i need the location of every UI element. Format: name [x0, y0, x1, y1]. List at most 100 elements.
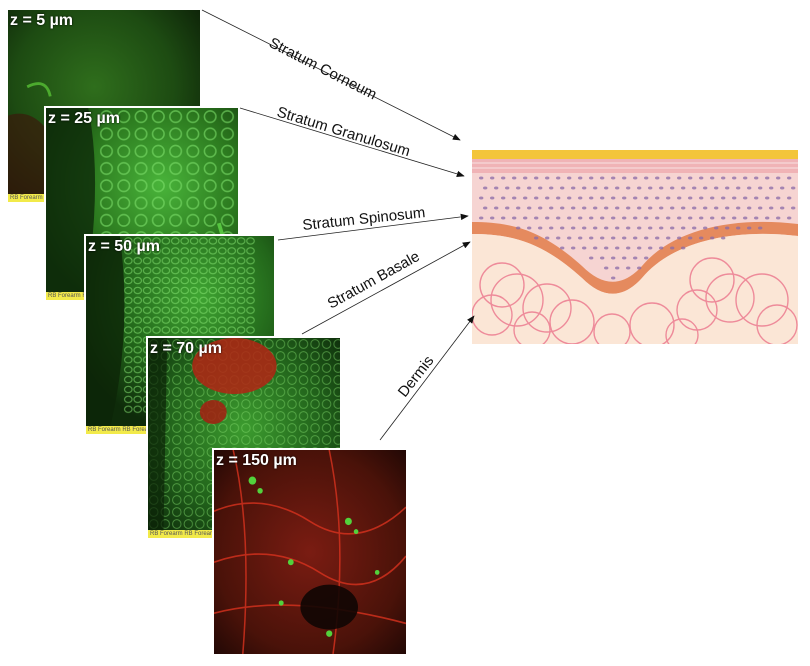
nucleus [644, 236, 649, 240]
nucleus [626, 226, 631, 230]
nucleus [538, 186, 543, 190]
nucleus [593, 206, 598, 210]
nucleus [780, 206, 785, 210]
nucleus [622, 176, 627, 180]
stratum-corneum-band [472, 150, 798, 159]
nucleus [505, 186, 510, 190]
nucleus [534, 196, 539, 200]
nucleus [747, 226, 752, 230]
nucleus [626, 266, 631, 270]
nucleus [582, 186, 587, 190]
nucleus [637, 266, 642, 270]
nucleus [655, 236, 660, 240]
nucleus [688, 176, 693, 180]
nucleus [611, 256, 616, 260]
nucleus [791, 206, 796, 210]
nucleus [593, 186, 598, 190]
nucleus [765, 196, 770, 200]
nucleus [523, 196, 528, 200]
nucleus [593, 226, 598, 230]
nucleus [578, 216, 583, 220]
nucleus [615, 206, 620, 210]
nucleus [681, 226, 686, 230]
nucleus [545, 236, 550, 240]
nucleus [710, 196, 715, 200]
nucleus [637, 226, 642, 230]
nucleus [659, 226, 664, 230]
label-stratum-corneum: Stratum Corneum [266, 34, 379, 103]
nucleus [622, 236, 627, 240]
nucleus [571, 186, 576, 190]
nucleus [501, 216, 506, 220]
label-stratum-basale: Stratum Basale [325, 248, 423, 313]
nucleus [633, 196, 638, 200]
nucleus [490, 196, 495, 200]
nucleus [512, 176, 517, 180]
nucleus [615, 246, 620, 250]
nucleus [512, 196, 517, 200]
nucleus [589, 216, 594, 220]
nucleus [556, 236, 561, 240]
nucleus [699, 196, 704, 200]
nucleus [681, 246, 686, 250]
basale-layer [472, 221, 798, 294]
label-dermis: Dermis [395, 353, 438, 401]
nucleus [754, 196, 759, 200]
nucleus [622, 196, 627, 200]
nucleus [604, 226, 609, 230]
nucleus [600, 236, 605, 240]
nucleus [527, 226, 532, 230]
nucleus [747, 186, 752, 190]
nucleus [633, 176, 638, 180]
nucleus [527, 206, 532, 210]
nucleus [626, 246, 631, 250]
nucleus [622, 256, 627, 260]
granulosum-band [472, 159, 798, 173]
nucleus [505, 206, 510, 210]
nucleus [560, 186, 565, 190]
nucleus [479, 216, 484, 220]
nucleus [604, 186, 609, 190]
nucleus [637, 246, 642, 250]
collagen-fibers [472, 257, 798, 344]
nucleus [600, 176, 605, 180]
nucleus [776, 176, 781, 180]
depth-label: z = 5 µm [10, 12, 74, 29]
nucleus [743, 196, 748, 200]
nucleus [780, 186, 785, 190]
nucleus [703, 226, 708, 230]
nucleus [725, 186, 730, 190]
nucleus [600, 256, 605, 260]
depth-label: z = 50 µm [88, 238, 160, 255]
nucleus [655, 196, 660, 200]
nucleus [787, 216, 792, 220]
nucleus [732, 216, 737, 220]
nucleus [549, 206, 554, 210]
arrow-dermis [379, 315, 475, 441]
nucleus [560, 206, 565, 210]
nucleus [677, 176, 682, 180]
nucleus [743, 216, 748, 220]
nucleus [721, 196, 726, 200]
nucleus [490, 216, 495, 220]
nucleus [703, 206, 708, 210]
nucleus [776, 216, 781, 220]
nucleus [659, 186, 664, 190]
nucleus [666, 216, 671, 220]
depth-label: z = 70 µm [150, 340, 222, 357]
nucleus [644, 196, 649, 200]
nucleus [615, 226, 620, 230]
nucleus [688, 236, 693, 240]
arrow-stratum-spinosum [277, 213, 469, 241]
nucleus [516, 186, 521, 190]
nucleus [538, 226, 543, 230]
nucleus [655, 216, 660, 220]
nucleus [494, 186, 499, 190]
nucleus [516, 226, 521, 230]
nucleus [721, 236, 726, 240]
nucleus [670, 246, 675, 250]
nucleus [567, 216, 572, 220]
nucleus [633, 256, 638, 260]
nucleus [644, 176, 649, 180]
nucleus [604, 206, 609, 210]
